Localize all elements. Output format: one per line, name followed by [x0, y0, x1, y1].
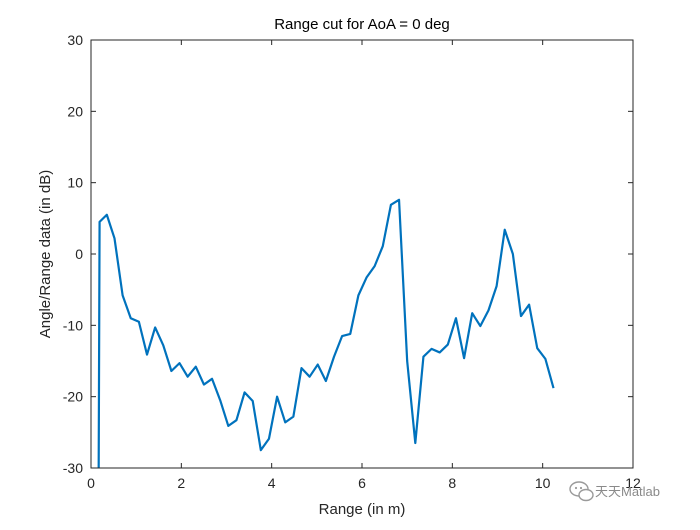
y-tick-label: 20 — [67, 103, 83, 119]
y-axis-label: Angle/Range data (in dB) — [37, 170, 54, 338]
y-tick-label: -30 — [63, 460, 83, 476]
x-tick-label: 10 — [535, 475, 551, 491]
x-tick-label: 0 — [87, 475, 95, 491]
x-tick-label: 4 — [268, 475, 276, 491]
y-tick-label: 30 — [67, 32, 83, 48]
x-tick-label: 2 — [177, 475, 185, 491]
x-tick-label: 6 — [358, 475, 366, 491]
y-tick-label: -10 — [63, 317, 83, 333]
x-axis-label: Range (in m) — [319, 501, 406, 518]
data-layer — [97, 198, 555, 468]
y-tick-label: -20 — [63, 389, 83, 405]
watermark: 天天Matlab — [569, 481, 660, 502]
chart-title: Range cut for AoA = 0 deg — [274, 16, 450, 33]
series-line — [97, 198, 555, 468]
watermark-text: 天天Matlab — [595, 484, 660, 499]
x-tick-label: 8 — [448, 475, 456, 491]
x-tick-label: 12 — [625, 475, 641, 491]
wechat-icon — [569, 481, 594, 502]
y-tick-label: 10 — [67, 175, 83, 191]
y-tick-label: 0 — [75, 246, 83, 262]
tick-labels-layer: 0 2 4 6 8 10 12 -30 -20 -10 0 10 20 30 — [63, 32, 641, 491]
plot-area — [91, 40, 633, 468]
plot-frame — [90, 39, 634, 469]
